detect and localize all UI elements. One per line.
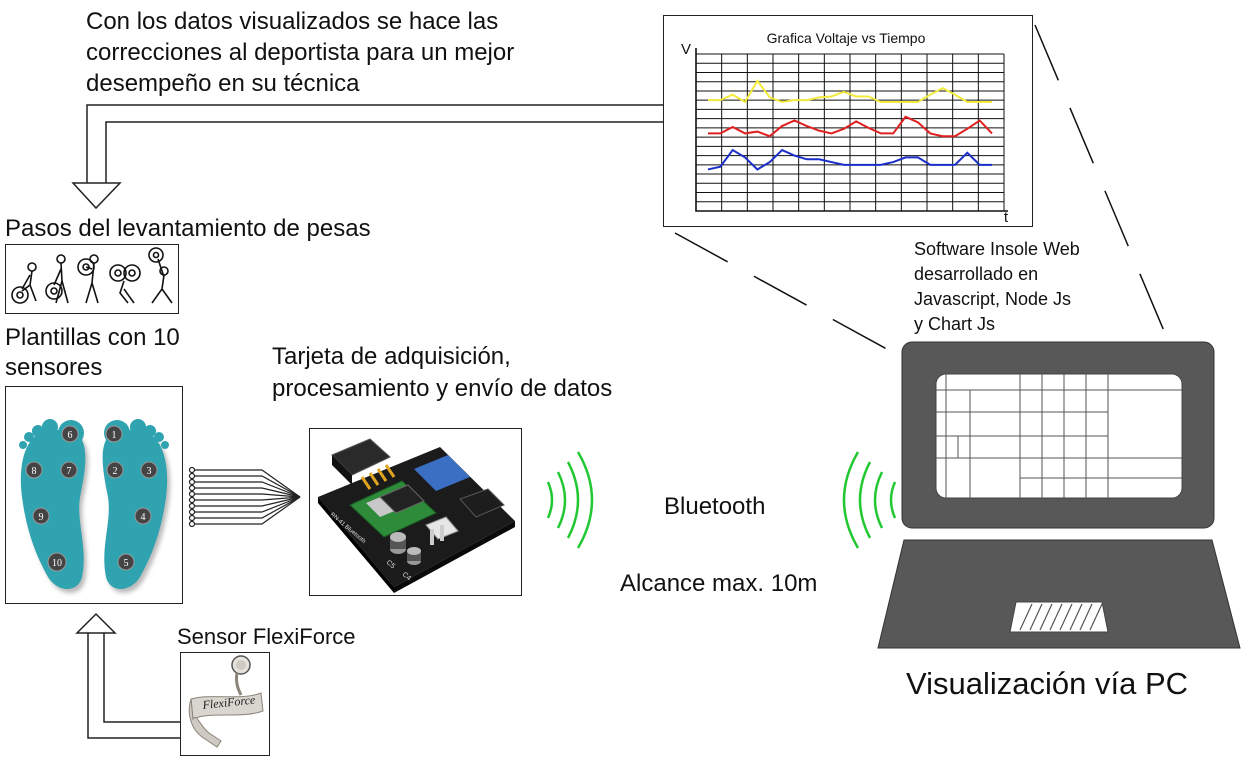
sensor-number-6: 6: [68, 430, 73, 441]
feedback-arrow-outer: [86, 104, 665, 183]
sensor-number-10: 10: [52, 558, 62, 569]
sensor-number-2: 2: [113, 466, 118, 477]
weightlifting-image: [5, 244, 179, 314]
chart-axes: [695, 48, 1008, 212]
flexiforce-brand-text: FlexiForce: [201, 692, 257, 712]
laptop-touchpad: [1009, 601, 1109, 633]
sensor-number-5: 5: [124, 558, 129, 569]
board-silkscreen-c4: C4: [401, 571, 412, 582]
flexiforce-illustration: FlexiForce: [188, 655, 264, 748]
sensor-arrow-inner: [103, 633, 180, 723]
pcb-illustration: RN-41 Bluetooth C5 C4: [318, 438, 515, 593]
sensor-number-1: 1: [112, 430, 117, 441]
flexiforce-image: FlexiForce: [180, 652, 270, 756]
zoom-line-right: [1034, 24, 1184, 377]
chart-xlabel: t: [1004, 209, 1009, 226]
insoles-image: 1 2 3 4 5 6 7 8 9 10: [5, 386, 183, 604]
software-line2: desarrollado en: [914, 264, 1039, 284]
sensor-arrow-outer: [87, 633, 180, 739]
range-label: Alcance max. 10m: [620, 570, 818, 597]
voltage-chart-box: Grafica Voltaje vs Tiempo V t: [663, 15, 1033, 227]
board-title-line2: procesamiento y envío de datos: [272, 375, 613, 402]
insoles-title-line1: Plantillas con 10: [5, 324, 180, 351]
chart-series-line-1: [708, 78, 992, 104]
sensor-number-4: 4: [141, 512, 146, 523]
insoles-illustration: 1 2 3 4 5 6 7 8 9 10: [19, 419, 171, 593]
lifter-figures: [11, 247, 173, 304]
software-line1: Software Insole Web: [914, 239, 1080, 259]
sensor-number-7: 7: [67, 466, 72, 477]
laptop-base: [877, 539, 1241, 649]
bluetooth-waves-left: [546, 451, 594, 549]
top-note-line2: correcciones al deportista para un mejor: [86, 39, 515, 66]
software-line4: y Chart Js: [914, 314, 996, 334]
sensor-number-9: 9: [39, 512, 44, 523]
chart-title: Grafica Voltaje vs Tiempo: [767, 30, 926, 46]
voltage-chart: Grafica Voltaje vs Tiempo V t: [681, 30, 1009, 226]
weightlifting-title: Pasos del levantamiento de pesas: [5, 215, 371, 242]
board-image: RN-41 Bluetooth C5 C4: [309, 428, 522, 596]
top-note-line3: desempeño en su técnica: [86, 70, 360, 97]
sensor-number-8: 8: [32, 466, 37, 477]
bluetooth-label: Bluetooth: [664, 493, 766, 520]
screen-wireframe: [936, 374, 1182, 498]
sensor-arrow-head: [75, 612, 117, 634]
insoles-title-line2: sensores: [5, 354, 103, 381]
top-note-line1: Con los datos visualizados se hace las: [86, 8, 499, 35]
pc-caption: Visualización vía PC: [906, 666, 1189, 701]
software-line3: Javascript, Node Js: [914, 289, 1072, 309]
sensor-number-3: 3: [147, 466, 152, 477]
bluetooth-waves-right: [842, 451, 897, 549]
board-silkscreen-c5: C5: [385, 559, 396, 570]
chart-series: [707, 78, 993, 171]
board-title-line1: Tarjeta de adquisición,: [272, 343, 511, 370]
touchpad-hatching: [1019, 603, 1103, 631]
chart-series-line-3: [707, 148, 992, 171]
feedback-arrow-head: [71, 182, 122, 210]
feedback-arrow-inner: [105, 121, 665, 183]
zoom-line-left: [674, 232, 937, 377]
chart-ylabel: V: [681, 41, 691, 58]
flexiforce-label: Sensor FlexiForce: [177, 624, 356, 649]
chart-series-line-2: [708, 115, 993, 138]
